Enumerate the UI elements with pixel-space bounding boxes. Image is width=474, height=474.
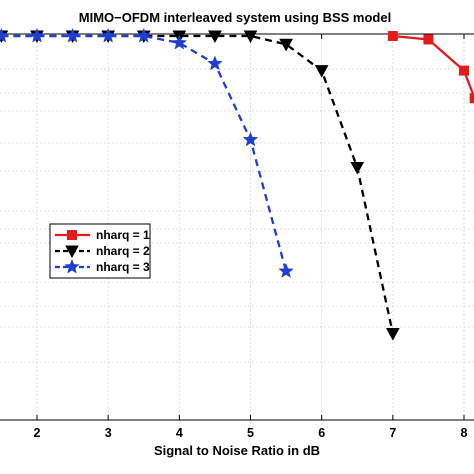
legend-item: nharq = 2 bbox=[55, 244, 150, 259]
data-point bbox=[135, 27, 152, 43]
data-point bbox=[208, 30, 222, 44]
x-tick-label: 5 bbox=[247, 426, 254, 440]
data-point bbox=[469, 93, 474, 104]
legend-label: nharq = 2 bbox=[96, 244, 150, 258]
x-axis-label: Signal to Noise Ratio in dB bbox=[154, 443, 320, 458]
series-line bbox=[392, 34, 474, 99]
legend: nharq = 1 nharq = 2 nharq = 3 bbox=[49, 223, 151, 279]
x-tick-label: 7 bbox=[389, 426, 396, 440]
data-point bbox=[171, 34, 188, 50]
legend-item: nharq = 1 bbox=[55, 228, 150, 242]
data-point bbox=[279, 38, 293, 52]
chart-title: MIMO−OFDM interleaved system using BSS m… bbox=[79, 10, 391, 25]
grid bbox=[0, 34, 474, 420]
data-point bbox=[0, 27, 10, 43]
legend-label: nharq = 1 bbox=[96, 228, 150, 242]
data-point bbox=[100, 27, 116, 43]
x-tick-label: 2 bbox=[34, 426, 41, 440]
legend-marker bbox=[64, 258, 80, 274]
data-point bbox=[385, 328, 400, 341]
data-point bbox=[278, 263, 294, 278]
data-point bbox=[243, 30, 258, 44]
series-3 bbox=[0, 27, 294, 278]
data-point bbox=[459, 65, 469, 76]
legend-item: nharq = 3 bbox=[55, 258, 150, 274]
data-point bbox=[314, 65, 329, 78]
data-point bbox=[387, 31, 398, 41]
x-tick-label: 3 bbox=[105, 426, 112, 440]
data-point bbox=[350, 161, 365, 175]
data-point bbox=[29, 27, 45, 43]
legend-marker bbox=[65, 245, 79, 259]
data-point bbox=[423, 34, 434, 45]
data-point bbox=[207, 55, 223, 71]
x-tick-label: 4 bbox=[176, 426, 183, 440]
data-point bbox=[242, 131, 259, 147]
x-tick-label: 6 bbox=[318, 426, 325, 440]
series-1 bbox=[387, 31, 474, 104]
legend-marker bbox=[67, 230, 77, 240]
series-group bbox=[0, 27, 474, 341]
x-tick-label: 8 bbox=[461, 426, 468, 440]
data-point bbox=[64, 27, 81, 43]
legend-label: nharq = 3 bbox=[96, 260, 150, 274]
